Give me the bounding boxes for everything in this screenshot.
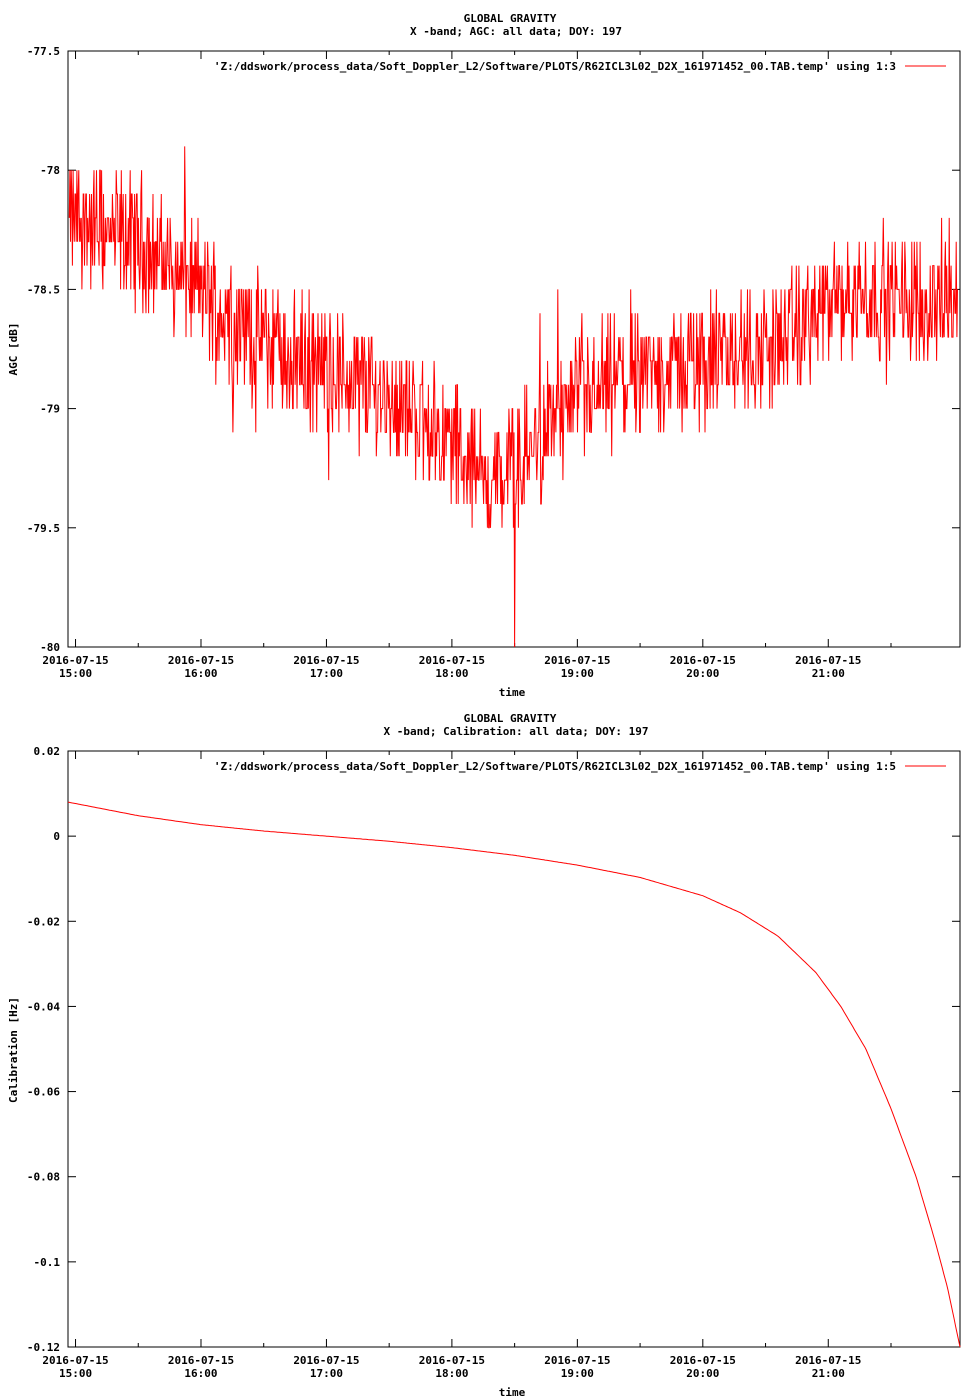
x-tick-date: 2016-07-15	[419, 654, 485, 667]
agc-y-ticks: -77.5 -78 -78.5 -79 -79.5 -80	[27, 45, 960, 654]
x-tick-date: 2016-07-15	[544, 654, 610, 667]
y-tick-label: 0	[53, 830, 60, 843]
agc-chart-title: GLOBAL GRAVITY	[464, 12, 557, 25]
x-tick-date: 2016-07-15	[168, 654, 234, 667]
calibration-x-axis-label: time	[499, 1386, 526, 1399]
y-tick-label: -79	[40, 403, 60, 416]
x-tick-date: 2016-07-15	[42, 654, 108, 667]
x-tick-date: 2016-07-15	[795, 654, 861, 667]
y-tick-label: -0.1	[34, 1256, 61, 1269]
agc-series	[68, 146, 958, 648]
agc-x-ticks: 2016-07-1515:002016-07-1516:002016-07-15…	[42, 51, 892, 680]
y-tick-label: -0.06	[27, 1086, 60, 1099]
calibration-chart-title: GLOBAL GRAVITY	[464, 712, 557, 725]
agc-chart-subtitle: X -band; AGC: all data; DOY: 197	[410, 25, 622, 38]
x-tick-time: 16:00	[184, 1367, 217, 1380]
x-tick-time: 19:00	[561, 667, 594, 680]
x-tick-time: 17:00	[310, 1367, 343, 1380]
calibration-chart-subtitle: X -band; Calibration: all data; DOY: 197	[384, 725, 649, 738]
x-tick-date: 2016-07-15	[544, 1354, 610, 1367]
calibration-series	[67, 801, 961, 1348]
series-line	[67, 801, 961, 1348]
x-tick-time: 19:00	[561, 1367, 594, 1380]
agc-x-axis-label: time	[499, 686, 526, 699]
x-tick-time: 17:00	[310, 667, 343, 680]
agc-chart: GLOBAL GRAVITY X -band; AGC: all data; D…	[7, 12, 961, 699]
y-tick-label: 0.02	[34, 745, 61, 758]
y-tick-label: -78.5	[27, 283, 60, 296]
x-tick-date: 2016-07-15	[670, 654, 736, 667]
y-tick-label: -79.5	[27, 522, 60, 535]
y-tick-label: -0.04	[27, 1000, 60, 1013]
y-tick-label: -0.12	[27, 1341, 60, 1354]
x-tick-time: 21:00	[812, 1367, 845, 1380]
x-tick-date: 2016-07-15	[293, 1354, 359, 1367]
y-tick-label: -0.02	[27, 915, 60, 928]
x-tick-time: 21:00	[812, 667, 845, 680]
x-tick-date: 2016-07-15	[795, 1354, 861, 1367]
calibration-y-axis-label: Calibration [Hz]	[7, 997, 20, 1103]
x-tick-time: 18:00	[435, 1367, 468, 1380]
x-tick-date: 2016-07-15	[293, 654, 359, 667]
y-tick-label: -80	[40, 641, 60, 654]
x-tick-time: 15:00	[59, 1367, 92, 1380]
x-tick-date: 2016-07-15	[168, 1354, 234, 1367]
agc-y-axis-label: AGC [dB]	[7, 323, 20, 376]
x-tick-date: 2016-07-15	[419, 1354, 485, 1367]
x-tick-time: 20:00	[686, 667, 719, 680]
x-tick-date: 2016-07-15	[670, 1354, 736, 1367]
x-tick-time: 20:00	[686, 1367, 719, 1380]
calibration-y-ticks: 0.02 0 -0.02 -0.04 -0.06 -0.08 -0.1 -0.12	[27, 745, 960, 1354]
calibration-legend-label: 'Z:/ddswork/process_data/Soft_Doppler_L2…	[214, 760, 896, 773]
y-tick-label: -78	[40, 164, 60, 177]
y-tick-label: -0.08	[27, 1171, 60, 1184]
calibration-x-ticks: 2016-07-1515:002016-07-1516:002016-07-15…	[42, 751, 892, 1380]
agc-plot-frame	[67, 50, 961, 648]
calibration-chart: GLOBAL GRAVITY X -band; Calibration: all…	[7, 712, 961, 1399]
calibration-plot-frame	[67, 750, 961, 1348]
agc-legend-label: 'Z:/ddswork/process_data/Soft_Doppler_L2…	[214, 60, 896, 73]
x-tick-time: 15:00	[59, 667, 92, 680]
series-line	[68, 146, 958, 648]
y-tick-label: -77.5	[27, 45, 60, 58]
x-tick-time: 18:00	[435, 667, 468, 680]
x-tick-time: 16:00	[184, 667, 217, 680]
x-tick-date: 2016-07-15	[42, 1354, 108, 1367]
